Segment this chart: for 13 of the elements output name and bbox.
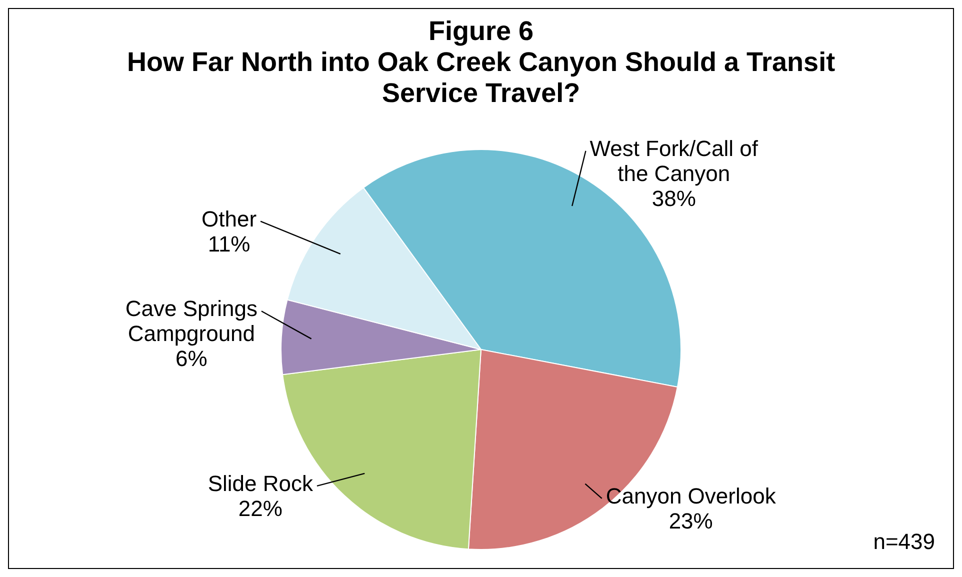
data-label: 11%	[208, 231, 250, 256]
data-label: 38%	[652, 186, 696, 211]
slice-label: Other	[202, 206, 257, 232]
slice-label: West Fork/Call of the Canyon	[590, 136, 759, 186]
chart-title: Figure 6	[428, 16, 534, 46]
slice-label: Cave Springs Campground	[125, 296, 258, 346]
data-label: 23%	[668, 508, 713, 534]
data-label: 22%	[238, 496, 282, 521]
slice-label: Slide Rock	[208, 471, 314, 496]
data-label: 6%	[176, 346, 208, 372]
slice-label: Canyon Overlook	[606, 484, 777, 509]
text: n=439	[873, 529, 935, 554]
chart-subtitle: How Far North into Oak Creek Canyon Should a Transit Service Travel?	[126, 46, 836, 108]
